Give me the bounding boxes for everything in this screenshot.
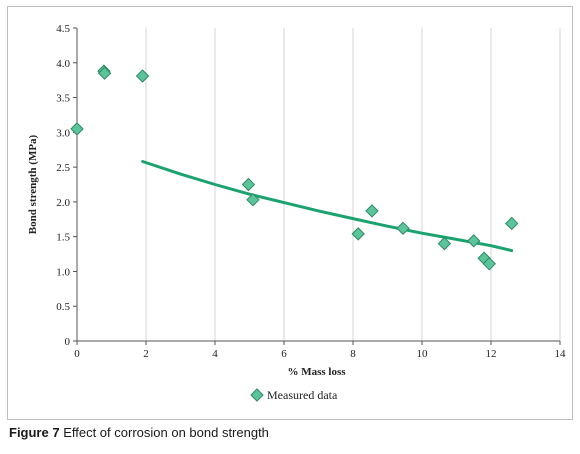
data-point-diamond	[241, 177, 256, 192]
data-point-diamond	[246, 193, 260, 207]
scatter-chart: 0 2 4 6 8 10 12 14 0 0.5 1.0 1.5 2.0 2.5 3.0 3.5 4.0 4.5…	[27, 23, 566, 402]
data-points	[70, 64, 519, 271]
x-tick-label: 10	[417, 348, 429, 360]
legend-label: Measured data	[267, 388, 338, 402]
data-point-diamond	[437, 236, 452, 251]
legend-diamond-marker	[250, 388, 264, 402]
y-tick-label: 1.5	[56, 232, 70, 244]
x-tick-label: 8	[350, 348, 356, 360]
y-tick-labels: 0 0.5 1.0 1.5 2.0 2.5 3.0 3.5 4.0 4.5	[56, 23, 70, 348]
axes	[73, 27, 561, 345]
y-tick-label: 2.5	[56, 162, 70, 174]
x-tick-label: 2	[143, 348, 149, 360]
data-point-diamond	[135, 69, 150, 83]
legend: Measured data	[250, 388, 338, 402]
figure-label: Figure 7	[9, 425, 60, 440]
data-point-diamond	[70, 122, 84, 136]
x-tick-label: 12	[486, 348, 497, 360]
y-tick-label: 3.0	[56, 127, 70, 139]
x-axis-title: % Mass loss	[287, 366, 346, 378]
y-tick-label: 0.5	[56, 301, 70, 313]
y-tick-label: 1.0	[56, 266, 70, 278]
trend-line-path	[141, 160, 514, 253]
data-point-diamond	[97, 66, 112, 80]
data-point-diamond	[351, 227, 365, 241]
y-axis-title: Bond strength (MPa)	[27, 134, 39, 234]
y-tick-label: 2.0	[56, 197, 70, 209]
y-tick-label: 3.5	[56, 93, 70, 105]
data-point-diamond	[396, 221, 410, 236]
data-point-diamond	[504, 216, 519, 231]
figure-caption: Figure 7 Effect of corrosion on bond str…	[9, 425, 569, 440]
figure-caption-text: Effect of corrosion on bond strength	[59, 425, 269, 440]
x-tick-labels: 0 2 4 6 8 10 12 14	[74, 348, 566, 360]
y-tick-label: 0	[65, 336, 71, 348]
trend-line	[141, 160, 514, 253]
legend-marker-icon	[250, 388, 264, 402]
grid-lines	[145, 28, 561, 341]
data-point-diamond	[467, 234, 481, 248]
data-point-diamond	[365, 204, 379, 218]
y-tick-label: 4.5	[56, 23, 70, 35]
x-tick-label: 14	[555, 348, 567, 360]
x-tick-label: 0	[74, 348, 80, 360]
y-tick-label: 4.0	[56, 58, 70, 70]
data-point-diamond	[482, 257, 496, 271]
x-tick-label: 4	[212, 348, 218, 360]
x-tick-label: 6	[281, 348, 287, 360]
